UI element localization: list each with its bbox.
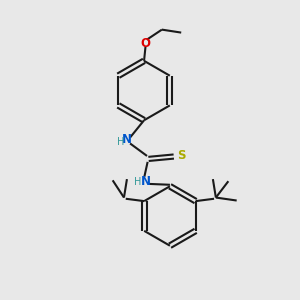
Text: H: H (134, 177, 142, 187)
Text: S: S (177, 149, 185, 162)
Text: O: O (140, 37, 151, 50)
Text: N: N (122, 133, 132, 146)
Text: H: H (117, 137, 124, 147)
Text: N: N (141, 175, 151, 188)
